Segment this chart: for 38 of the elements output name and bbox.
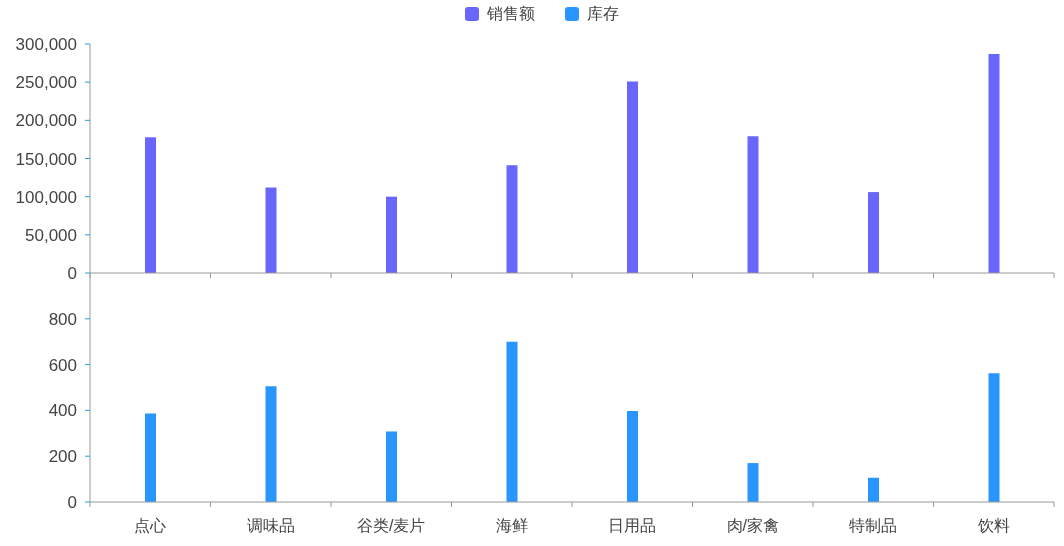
y-tick-label: 200 [48,447,77,467]
y-tick-label: 50,000 [25,225,77,245]
bar [145,413,156,502]
legend-label: 库存 [587,4,619,24]
y-tick-label: 100,000 [15,187,77,207]
bar [145,137,156,273]
x-tick-label: 饮料 [976,517,1010,534]
x-tick-label: 点心 [134,517,167,534]
bar [265,187,277,273]
y-tick-label: 800 [48,309,77,329]
y-tick-label: 0 [67,493,77,513]
x-tick-label: 肉/家禽 [726,517,779,534]
y-tick-label: 250,000 [15,73,77,93]
bar [627,81,638,273]
bar [988,53,1000,273]
x-tick-label: 日用品 [608,517,657,534]
y-tick-label: 600 [48,355,77,375]
y-tick-label: 300,000 [15,35,77,55]
bar [747,463,759,502]
bar [868,477,879,502]
y-tick-label: 200,000 [15,111,77,131]
bar [386,431,397,502]
bar [747,136,759,273]
bar [265,386,277,502]
legend-label: 销售额 [487,4,535,24]
y-tick-label: 400 [48,401,77,421]
bar [386,196,397,273]
bar [506,341,518,502]
y-tick-label: 0 [67,264,77,284]
bar [988,373,1000,502]
bar [627,411,638,502]
x-tick-label: 谷类/麦片 [357,517,426,534]
x-tick-label: 特制品 [849,517,898,534]
bar [506,165,518,273]
bar [868,192,879,273]
x-tick-label: 海鲜 [495,517,528,534]
x-tick-label: 调味品 [246,517,295,534]
y-tick-label: 150,000 [15,149,77,169]
